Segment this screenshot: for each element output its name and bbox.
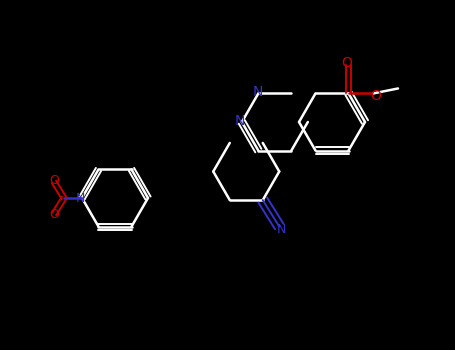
Text: O: O (370, 89, 381, 103)
Text: N: N (76, 191, 85, 204)
Text: N: N (252, 85, 263, 99)
Text: O: O (49, 175, 59, 188)
Text: N: N (235, 114, 245, 128)
Text: N: N (277, 223, 286, 236)
Text: O: O (49, 209, 59, 222)
Text: O: O (341, 56, 352, 70)
